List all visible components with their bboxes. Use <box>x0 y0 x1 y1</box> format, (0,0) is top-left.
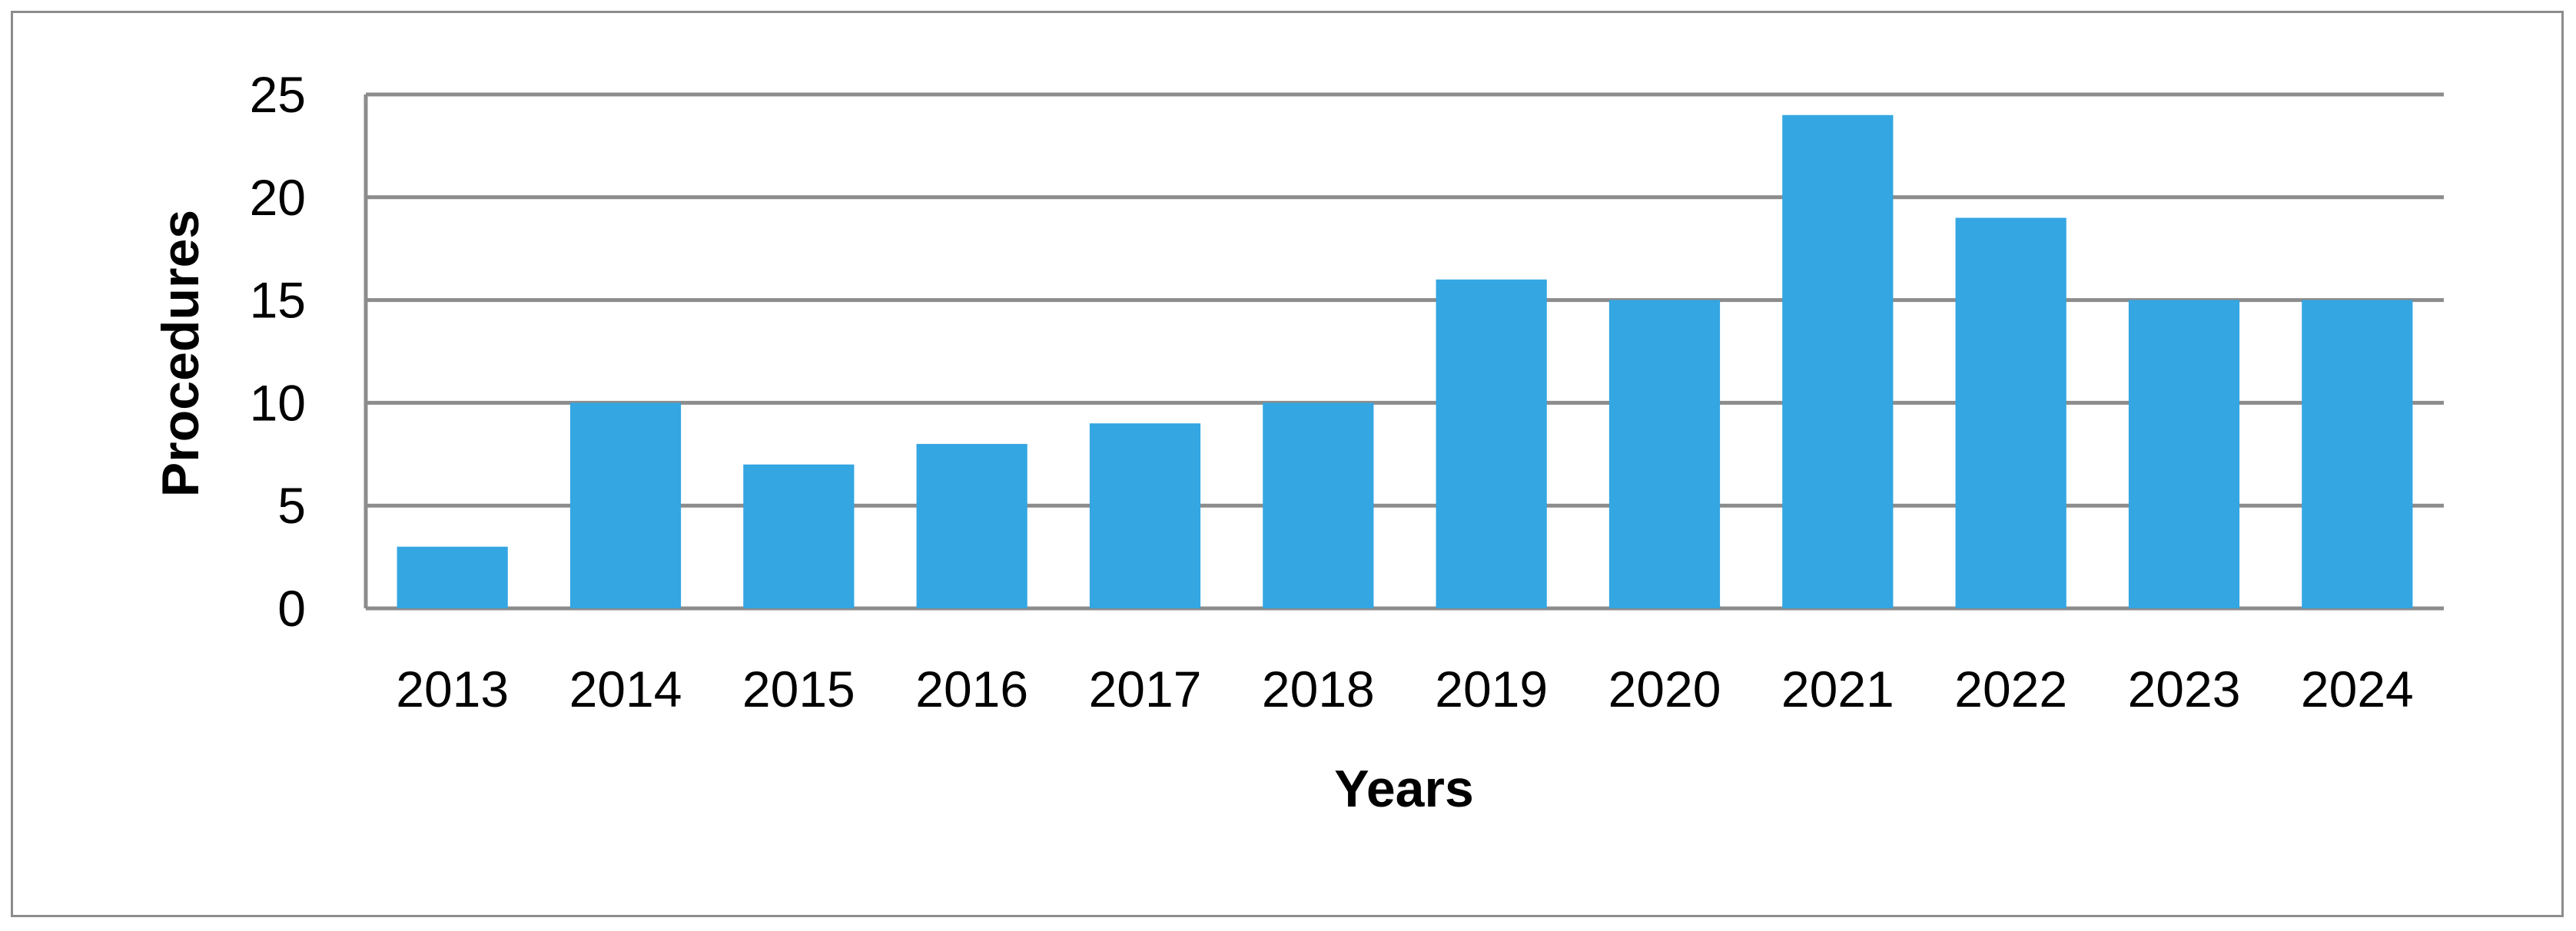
bar-2020 <box>1608 300 1721 608</box>
y-tick-label: 5 <box>277 477 306 534</box>
bar-2018 <box>1263 403 1374 608</box>
x-tick-label: 2016 <box>915 661 1028 717</box>
y-tick-label: 20 <box>250 169 306 226</box>
bar-2022 <box>1955 217 2066 608</box>
y-axis-ticks: 0 5 10 15 20 25 <box>250 66 306 637</box>
bar-2023 <box>2128 300 2240 608</box>
x-tick-label: 2023 <box>2128 661 2241 717</box>
x-tick-label: 2020 <box>1608 661 1721 717</box>
bar-2016 <box>916 443 1027 608</box>
y-tick-label: 10 <box>250 374 306 431</box>
x-tick-label: 2015 <box>742 661 855 717</box>
bar-2014 <box>569 403 682 608</box>
bars <box>397 114 2413 608</box>
y-axis-title: Procedures <box>151 210 210 497</box>
x-tick-label: 2018 <box>1262 661 1375 717</box>
y-tick-label: 25 <box>250 66 306 123</box>
x-tick-label: 2021 <box>1781 661 1894 717</box>
bar-2013 <box>397 546 508 608</box>
bar-2024 <box>2302 300 2413 608</box>
x-axis-ticks: 2013 2014 2015 2016 2017 2018 2019 2020 2021 2022… <box>396 661 2413 717</box>
y-tick-label: 15 <box>250 272 306 329</box>
bar-2021 <box>1782 114 1894 608</box>
x-tick-label: 2013 <box>396 661 509 717</box>
bar-2015 <box>743 464 855 608</box>
x-tick-label: 2014 <box>569 661 682 717</box>
bar-2019 <box>1436 279 1547 608</box>
grid-lines <box>363 92 2444 611</box>
x-axis-title: Years <box>1334 760 1474 818</box>
x-tick-label: 2019 <box>1435 661 1548 717</box>
x-tick-label: 2022 <box>1954 661 2067 717</box>
y-tick-label: 0 <box>277 580 306 637</box>
x-tick-label: 2024 <box>2301 661 2414 717</box>
bar-2017 <box>1089 423 1201 608</box>
x-tick-label: 2017 <box>1089 661 1202 717</box>
